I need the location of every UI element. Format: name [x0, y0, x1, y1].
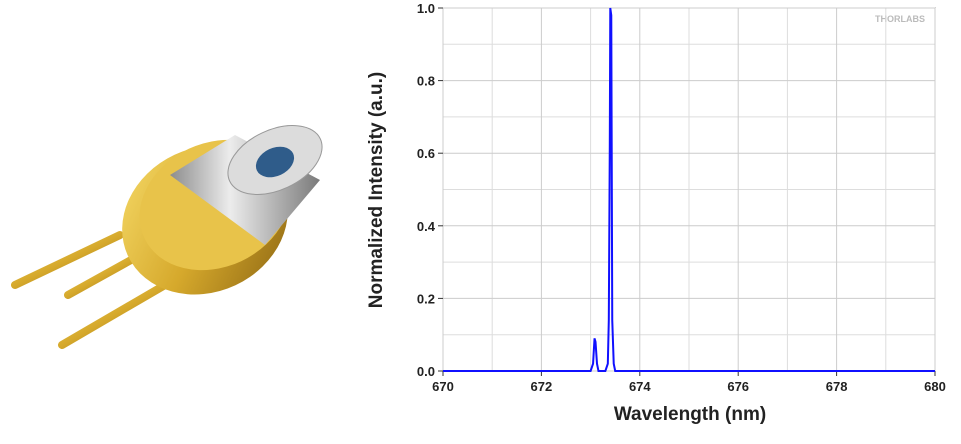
y-tick-label: 0.4: [417, 219, 436, 234]
x-axis-label: Wavelength (nm): [614, 404, 766, 425]
laser-diode-image: [11, 125, 323, 349]
x-tick-label: 672: [531, 379, 553, 394]
y-tick-label: 0.6: [417, 146, 435, 161]
x-tick-label: 674: [629, 379, 651, 394]
x-tick-label: 678: [826, 379, 848, 394]
x-tick-label: 676: [727, 379, 749, 394]
y-tick-label: 0.2: [417, 291, 435, 306]
x-tick-label: 680: [924, 379, 946, 394]
y-tick-label: 1.0: [417, 1, 435, 16]
x-tick-label: 670: [432, 379, 454, 394]
y-tick-label: 0.0: [417, 364, 435, 379]
spectrum-line: [443, 7, 935, 372]
y-axis-label: Normalized Intensity (a.u.): [366, 72, 387, 308]
watermark: THORLABS: [875, 14, 925, 24]
y-tick-label: 0.8: [417, 74, 435, 89]
